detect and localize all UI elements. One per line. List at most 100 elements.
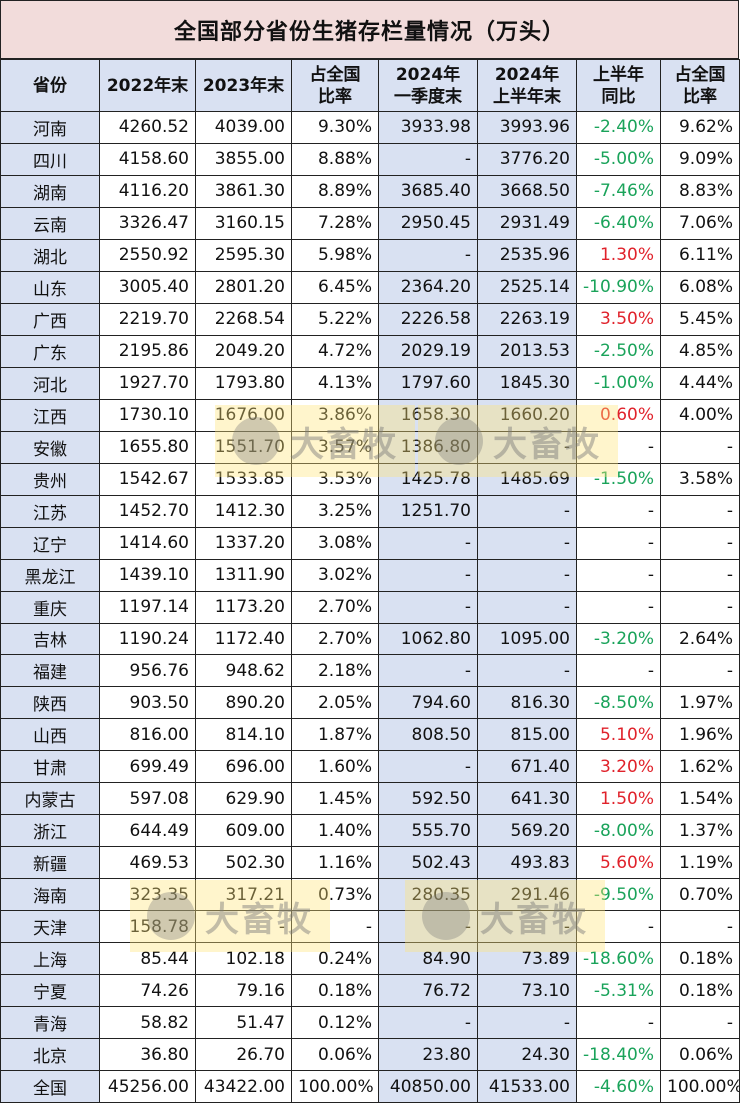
column-header: 2022年末 [99,59,196,112]
table-cell: 3776.20 [477,142,577,176]
table-cell: 502.30 [195,846,292,880]
table-cell: 2.64% [660,622,740,656]
province-cell: 贵州 [0,462,100,496]
table-cell: 1.62% [660,750,740,784]
column-header: 2023年末 [195,59,292,112]
table-row: 北京 36.80 26.70 0.06% 23.80 24.30 -18.40% 0.06% [0,1038,740,1072]
table-cell: 948.62 [195,654,292,688]
table-cell: - [576,910,661,944]
table-cell: - [378,750,478,784]
table-cell: 1.40% [291,814,379,848]
table-cell: 1439.10 [99,558,196,592]
table-cell: -6.40% [576,206,661,240]
table-cell: 1062.80 [378,622,478,656]
table-cell: -7.46% [576,174,661,208]
table-cell: - [660,654,740,688]
table-cell: 76.72 [378,974,478,1008]
province-cell: 湖南 [0,174,100,208]
table-cell: 816.00 [99,718,196,752]
table-cell: 609.00 [195,814,292,848]
table-cell: -2.50% [576,334,661,368]
table-cell: 2029.19 [378,334,478,368]
table-row: 青海 58.82 51.47 0.12% - - - - [0,1006,740,1040]
page-title: 全国部分省份生猪存栏量情况（万头） [0,0,739,59]
table-cell: 1386.80 [378,430,478,464]
table-cell: 816.30 [477,686,577,720]
table-cell: 3.58% [660,462,740,496]
table-cell: - [477,1006,577,1040]
table-cell: 5.45% [660,302,740,336]
table-cell: 1173.20 [195,590,292,624]
table-cell: -8.00% [576,814,661,848]
table-cell: - [477,494,577,528]
table-cell: 0.06% [291,1038,379,1072]
province-cell: 湖北 [0,238,100,272]
table-cell: 73.89 [477,942,577,976]
table-cell: 5.60% [576,846,661,880]
table-cell: 73.10 [477,974,577,1008]
table-row: 河南 4260.52 4039.00 9.30% 3933.98 3993.96 -2.40… [0,111,740,144]
table-cell: - [378,142,478,176]
table-cell: 317.21 [195,878,292,912]
table-row: 湖北 2550.92 2595.30 5.98% -2535.96 1.30% 6.11% [0,238,740,272]
table-cell: - [477,590,577,624]
province-cell: 甘肃 [0,750,100,784]
column-header: 占全国 比率 [660,59,740,112]
province-cell: 全国 [0,1070,100,1103]
table-row: 广东 2195.86 2049.20 4.72% 2029.19 2013.53 -2.50… [0,334,740,368]
table-cell: 1658.30 [378,398,478,432]
table-cell: 4039.00 [195,111,292,144]
table-cell: 3160.15 [195,206,292,240]
table-row: 陕西 903.50 890.20 2.05% 794.60 816.30 -8.50% 1.9… [0,686,740,720]
province-cell: 黑龙江 [0,558,100,592]
table-cell: 7.06% [660,206,740,240]
table-cell: - [576,590,661,624]
hog-inventory-table: 省份 2022年末 2023年末 占全国 比率 2024年 一季度末 2024年 上半年末 上半年… [0,59,740,1103]
table-row: 浙江 644.49 609.00 1.40% 555.70 569.20 -8.00% 1.3… [0,814,740,848]
table-cell: 3.25% [291,494,379,528]
table-cell: 2263.19 [477,302,577,336]
table-cell: 4.44% [660,366,740,400]
table-cell: - [195,910,292,944]
table-cell: 2931.49 [477,206,577,240]
table-cell: 36.80 [99,1038,196,1072]
table-cell: 2.70% [291,590,379,624]
table-cell: - [378,558,478,592]
province-cell: 海南 [0,878,100,912]
table-cell: 100.00% [660,1070,740,1103]
province-cell: 四川 [0,142,100,176]
table-cell: 3005.40 [99,270,196,304]
column-header: 2024年 上半年末 [477,59,577,112]
province-cell: 广西 [0,302,100,336]
table-cell: 85.44 [99,942,196,976]
table-cell: 3685.40 [378,174,478,208]
table-cell: - [477,910,577,944]
table-cell: 1.50% [576,782,661,816]
table-cell: 890.20 [195,686,292,720]
table-cell: 592.50 [378,782,478,816]
table-cell: -4.60% [576,1070,661,1103]
province-cell: 吉林 [0,622,100,656]
table-cell: 1797.60 [378,366,478,400]
table-cell: 0.24% [291,942,379,976]
table-cell: 291.46 [477,878,577,912]
table-row: 辽宁 1414.60 1337.20 3.08% - - - - [0,526,740,560]
table-cell: 9.62% [660,111,740,144]
table-cell: 1.97% [660,686,740,720]
province-cell: 广东 [0,334,100,368]
table-cell: 1660.20 [477,398,577,432]
table-cell: 3993.96 [477,111,577,144]
table-cell: 2268.54 [195,302,292,336]
table-cell: 2219.70 [99,302,196,336]
table-cell: 2.05% [291,686,379,720]
table-cell: 2550.92 [99,238,196,272]
table-cell: 8.83% [660,174,740,208]
table-cell: 3.50% [576,302,661,336]
table-cell: 1533.85 [195,462,292,496]
table-row: 上海 85.44 102.18 0.24% 84.90 73.89 -18.60% 0.18% [0,942,740,976]
table-cell: 2.70% [291,622,379,656]
table-cell: 74.26 [99,974,196,1008]
table-cell: - [576,526,661,560]
table-cell: 814.10 [195,718,292,752]
table-row: 甘肃 699.49 696.00 1.60% -671.40 3.20% 1.62% [0,750,740,784]
